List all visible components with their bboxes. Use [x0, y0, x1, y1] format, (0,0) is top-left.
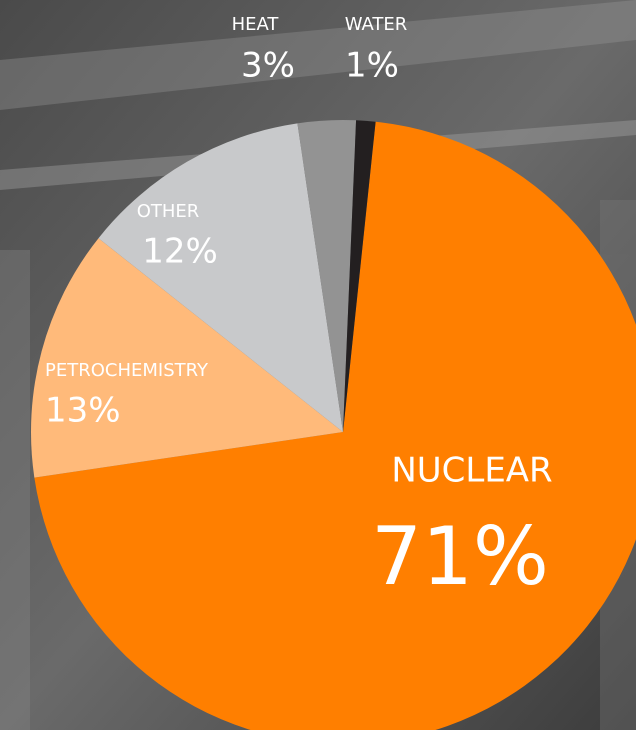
pie-slice: [31, 238, 344, 478]
pie-slice: [98, 123, 343, 432]
pie-slice: [343, 120, 376, 432]
slice-value-label: 1%: [345, 46, 399, 86]
slice-name: WATER: [345, 14, 408, 35]
labels: NUCLEAR 71% PETROCHEMISTRY 13% OTHER 12% HEAT 3…: [45, 14, 553, 603]
slice-value-label: 71%: [371, 510, 549, 603]
pie-slice: [34, 121, 636, 730]
slice-value-label: 13%: [45, 391, 121, 431]
slice-name: HEAT: [232, 14, 280, 35]
slice-name: OTHER: [137, 201, 200, 222]
slice-name: NUCLEAR: [391, 451, 552, 491]
pie: [31, 120, 636, 730]
slice-value-label: 12%: [142, 232, 218, 272]
slice-name: PETROCHEMISTRY: [45, 360, 209, 381]
slice-value-label: 3%: [241, 46, 295, 86]
pie-slice: [297, 120, 357, 432]
